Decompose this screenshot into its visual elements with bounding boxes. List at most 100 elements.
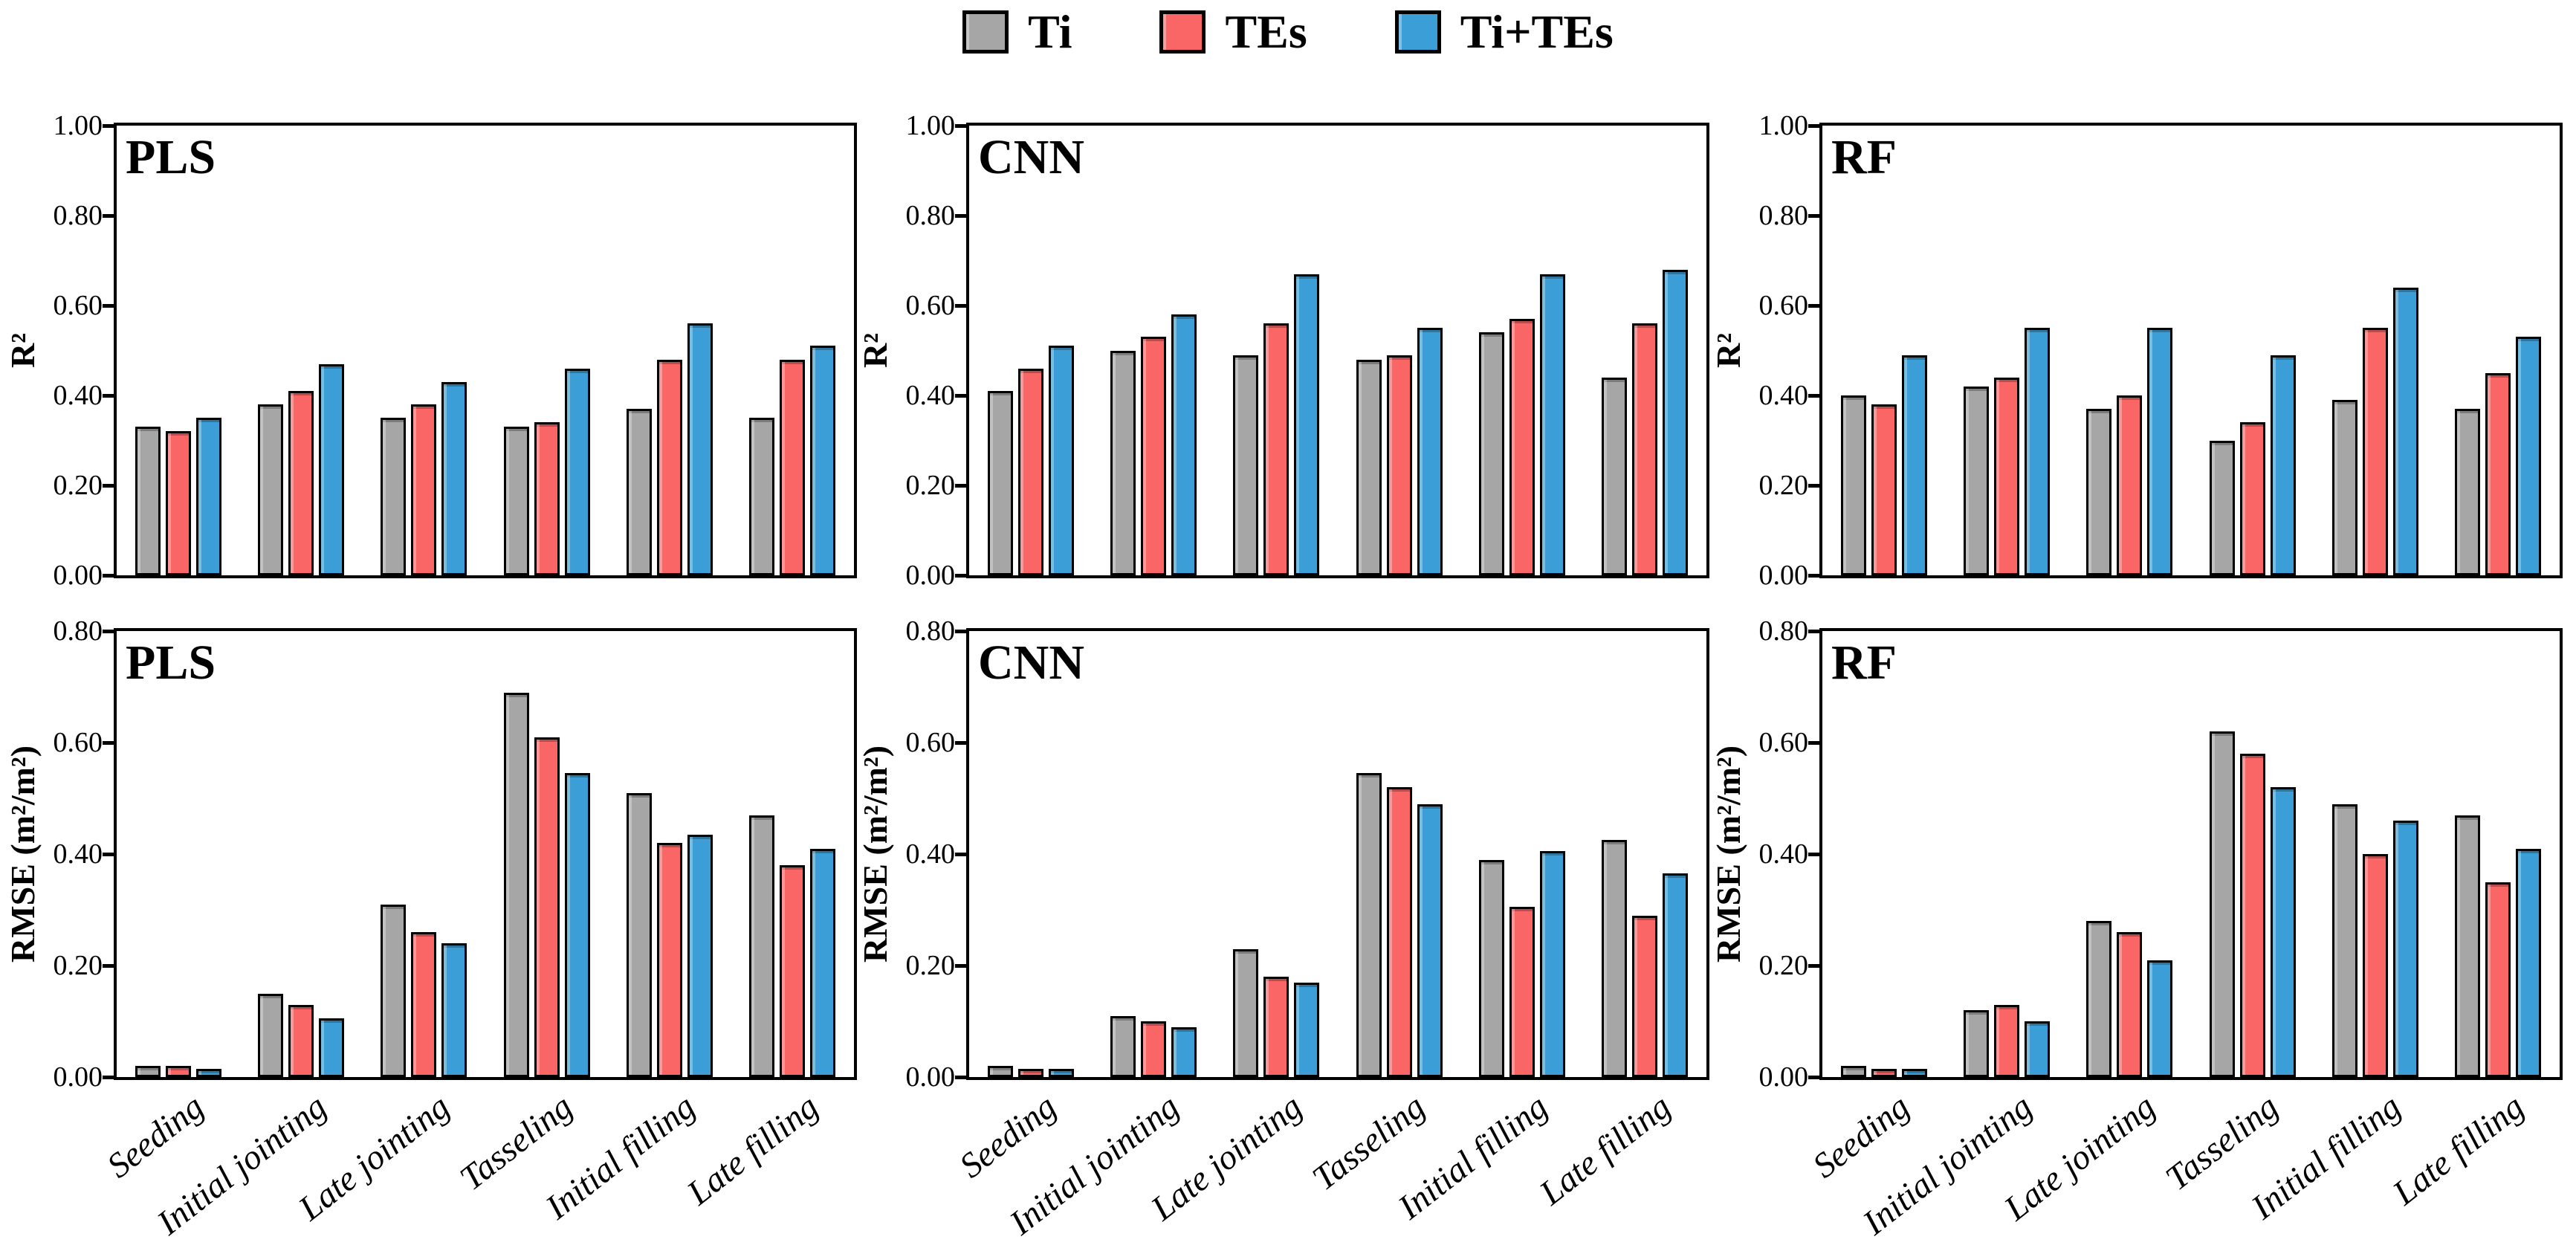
bar-rf-r2-Ti+TEs <box>2393 287 2418 575</box>
plot-area <box>1819 123 2563 578</box>
bar-pls-r2-TEs <box>780 359 806 575</box>
bar-cnn-rmse-Ti <box>1602 840 1628 1077</box>
plot-area <box>966 123 1709 578</box>
bar-cnn-r2-Ti <box>1479 332 1504 575</box>
y-tick-mark <box>103 852 114 856</box>
panel-label: PLS <box>126 130 216 184</box>
chart-cnn-rmse: CNN RMSE (m²/m²) 0.00 0.20 0.40 0.60 0.80 Seedi… <box>856 617 1709 1243</box>
panel-label: CNN <box>978 130 1084 184</box>
y-tick-mark <box>1808 303 1819 308</box>
bar-rf-rmse-TEs <box>2363 854 2388 1077</box>
bar-cnn-r2-Ti+TEs <box>1048 346 1074 575</box>
bar-rf-r2-Ti <box>2455 409 2481 575</box>
bar-rf-r2-TEs <box>2117 395 2143 575</box>
bar-rf-r2-Ti <box>1840 395 1866 575</box>
y-tick-mark <box>103 1075 114 1079</box>
bar-cnn-r2-TEs <box>1141 337 1166 575</box>
bar-rf-rmse-Ti+TEs <box>2270 787 2296 1077</box>
bar-pls-rmse-Ti <box>258 993 283 1077</box>
y-tick-mark <box>103 213 114 218</box>
plot-area <box>114 123 857 578</box>
bar-rf-rmse-TEs <box>1994 1004 2019 1077</box>
bar-rf-rmse-Ti+TEs <box>2147 960 2173 1077</box>
y-axis-label: R² <box>1709 333 1747 369</box>
bar-rf-r2-Ti <box>2209 440 2235 575</box>
legend-swatch-ti-tes <box>1394 10 1441 54</box>
panel-label: CNN <box>978 636 1084 690</box>
y-tick-mark <box>103 393 114 398</box>
bar-cnn-r2-Ti+TEs <box>1663 269 1689 575</box>
y-tick-label: 0.20 <box>53 950 103 981</box>
bar-cnn-rmse-TEs <box>1509 907 1535 1077</box>
chart-pls-r2: PLS R² 0.00 0.20 0.40 0.60 0.80 1.00 <box>4 111 857 589</box>
bar-rf-r2-Ti+TEs <box>2025 328 2050 575</box>
bar-cnn-r2-Ti <box>1110 350 1136 575</box>
y-tick-label: 0.00 <box>53 1061 103 1093</box>
y-tick-mark <box>955 303 966 308</box>
bar-pls-r2-Ti+TEs <box>319 363 344 575</box>
bar-rf-rmse-Ti <box>1840 1066 1866 1077</box>
y-tick-label: 0.00 <box>53 560 103 591</box>
bar-rf-rmse-Ti+TEs <box>1901 1068 1927 1077</box>
bar-cnn-r2-TEs <box>1632 323 1658 575</box>
bar-rf-rmse-Ti <box>2332 804 2357 1077</box>
bar-pls-r2-Ti <box>627 409 652 575</box>
bar-cnn-r2-Ti+TEs <box>1171 314 1197 575</box>
bar-rf-r2-Ti <box>2332 400 2357 575</box>
bar-pls-r2-TEs <box>534 422 560 575</box>
bar-pls-r2-Ti <box>503 427 529 575</box>
bar-pls-rmse-Ti+TEs <box>564 773 590 1077</box>
y-tick-label: 0.40 <box>53 838 103 870</box>
bar-cnn-rmse-TEs <box>1017 1068 1043 1077</box>
y-tick-label: 0.80 <box>905 615 956 647</box>
legend-label-ti-tes: Ti+TEs <box>1460 5 1614 58</box>
bar-rf-rmse-Ti <box>1964 1010 1989 1077</box>
y-tick-mark <box>103 573 114 578</box>
panel-label: RF <box>1831 130 1897 184</box>
bar-pls-r2-Ti <box>135 427 161 575</box>
bar-rf-r2-Ti+TEs <box>2516 337 2542 575</box>
bar-pls-r2-Ti <box>749 418 775 575</box>
y-tick-label: 1.00 <box>905 110 956 141</box>
x-category-label: Late filling <box>679 1087 826 1213</box>
y-tick-label: 0.80 <box>1758 615 1809 647</box>
x-category-label: Seeding <box>1805 1087 1917 1186</box>
legend-label-ti: Ti <box>1028 5 1072 58</box>
bar-cnn-r2-TEs <box>1509 319 1535 575</box>
bar-cnn-rmse-Ti+TEs <box>1171 1026 1197 1077</box>
y-tick-label: 0.60 <box>53 727 103 758</box>
bar-pls-r2-Ti+TEs <box>564 368 590 575</box>
bar-pls-rmse-Ti <box>135 1066 161 1077</box>
bar-pls-r2-Ti+TEs <box>810 346 836 575</box>
plot-area <box>114 628 857 1080</box>
bar-pls-rmse-TEs <box>288 1004 314 1077</box>
bar-cnn-r2-TEs <box>1263 323 1289 575</box>
y-axis-label: R² <box>4 333 42 369</box>
y-tick-label: 0.60 <box>1758 290 1809 321</box>
y-tick-label: 0.00 <box>1758 1061 1809 1093</box>
bar-pls-r2-Ti <box>381 418 407 575</box>
y-tick-mark <box>1808 1075 1819 1079</box>
y-tick-mark <box>955 1075 966 1079</box>
bar-cnn-rmse-Ti <box>1479 859 1504 1077</box>
y-tick-label: 0.00 <box>905 1061 956 1093</box>
y-tick-mark <box>1808 483 1819 488</box>
bar-cnn-rmse-Ti+TEs <box>1048 1068 1074 1077</box>
y-tick-label: 0.80 <box>53 200 103 231</box>
y-tick-label: 0.80 <box>905 200 956 231</box>
bar-pls-r2-TEs <box>657 359 682 575</box>
legend-item-ti: Ti <box>962 8 1072 56</box>
bar-rf-rmse-TEs <box>2239 754 2265 1077</box>
y-tick-mark <box>1808 963 1819 968</box>
bar-rf-r2-Ti+TEs <box>1901 355 1927 575</box>
y-tick-label: 0.20 <box>905 950 956 981</box>
plot-area <box>1819 628 2563 1080</box>
y-tick-label: 0.40 <box>905 838 956 870</box>
y-tick-label: 0.40 <box>1758 380 1809 411</box>
y-tick-label: 0.00 <box>1758 560 1809 591</box>
y-axis-label: RMSE (m²/m²) <box>1709 745 1747 963</box>
x-category-label: Seeding <box>952 1087 1064 1186</box>
bar-pls-rmse-Ti+TEs <box>441 943 467 1077</box>
chart-rf-rmse: RF RMSE (m²/m²) 0.00 0.20 0.40 0.60 0.80 Seedin… <box>1709 617 2563 1243</box>
bar-cnn-rmse-TEs <box>1263 977 1289 1077</box>
